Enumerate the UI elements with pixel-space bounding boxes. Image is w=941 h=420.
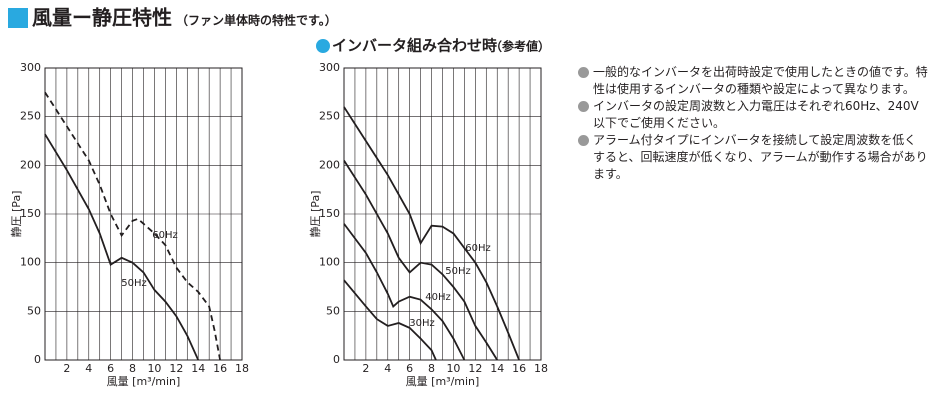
page-title: 風量ー静圧特性: [32, 6, 172, 30]
x-tick-label: 6: [406, 362, 413, 375]
y-tick-label: 150: [319, 207, 340, 220]
x-tick-label: 14: [490, 362, 504, 375]
series-label: 30Hz: [409, 318, 435, 329]
y-tick-label: 100: [20, 256, 41, 269]
x-tick-label: 2: [362, 362, 369, 375]
y-tick-label: 0: [333, 353, 340, 366]
series-line: [343, 279, 437, 361]
x-tick-label: 16: [512, 362, 526, 375]
x-tick-label: 10: [446, 362, 460, 375]
series-label: 50Hz: [121, 278, 147, 289]
y-tick-label: 200: [319, 158, 340, 171]
y-tick-label: 250: [319, 110, 340, 123]
x-tick-label: 4: [384, 362, 391, 375]
series-line: [343, 159, 498, 361]
series-line: [343, 223, 466, 361]
x-tick-label: 8: [428, 362, 435, 375]
note: 一般的なインバータを出荷時設定で使用したときの値です。特性は使用するインバータの…: [578, 64, 928, 98]
x-tick-label: 18: [534, 362, 548, 375]
title-icon: [8, 8, 28, 28]
page-subtitle: （ファン単体時の特性です。）: [176, 13, 337, 28]
series-label: 40Hz: [425, 292, 451, 303]
chart-title: インバータ組み合わせ時: [332, 37, 497, 55]
x-tick-label: 12: [169, 362, 183, 375]
series-line: [44, 91, 221, 361]
y-tick-label: 200: [20, 158, 41, 171]
plot-frame: [343, 67, 542, 361]
x-tick-label: 18: [235, 362, 249, 375]
x-tick-label: 12: [468, 362, 482, 375]
series-label: 50Hz: [445, 266, 471, 277]
x-tick-label: 8: [129, 362, 136, 375]
y-tick-label: 300: [20, 61, 41, 74]
x-tick-label: 16: [213, 362, 227, 375]
x-axis-label: 風量 [m³/min]: [107, 375, 181, 388]
y-axis-label: 静圧 [Pa]: [308, 191, 322, 238]
chart-subtitle: （参考値）: [490, 39, 550, 54]
note: インバータの設定周波数と入力電圧はそれぞれ60Hz、240V以下でご使用ください…: [578, 98, 928, 132]
plot-frame: [44, 67, 243, 361]
notes: 一般的なインバータを出荷時設定で使用したときの値です。特性は使用するインバータの…: [578, 64, 928, 183]
series-label: 60Hz: [465, 243, 491, 254]
x-tick-label: 2: [63, 362, 70, 375]
series-label: 60Hz: [152, 230, 178, 241]
series-line: [44, 133, 200, 361]
x-axis-label: 風量 [m³/min]: [406, 375, 480, 388]
x-tick-label: 10: [147, 362, 161, 375]
y-tick-label: 0: [34, 353, 41, 366]
note: アラーム付タイプにインバータを接続して設定周波数を低くすると、回転速度が低くなり…: [578, 132, 928, 183]
y-tick-label: 50: [326, 304, 340, 317]
x-tick-label: 4: [85, 362, 92, 375]
x-tick-label: 6: [107, 362, 114, 375]
y-tick-label: 50: [27, 304, 41, 317]
series-line: [343, 106, 520, 361]
y-axis-label: 静圧 [Pa]: [9, 191, 23, 238]
subtitle-icon: [316, 39, 330, 53]
x-tick-label: 14: [191, 362, 205, 375]
y-tick-label: 150: [20, 207, 41, 220]
y-tick-label: 300: [319, 61, 340, 74]
y-tick-label: 100: [319, 256, 340, 269]
y-tick-label: 250: [20, 110, 41, 123]
